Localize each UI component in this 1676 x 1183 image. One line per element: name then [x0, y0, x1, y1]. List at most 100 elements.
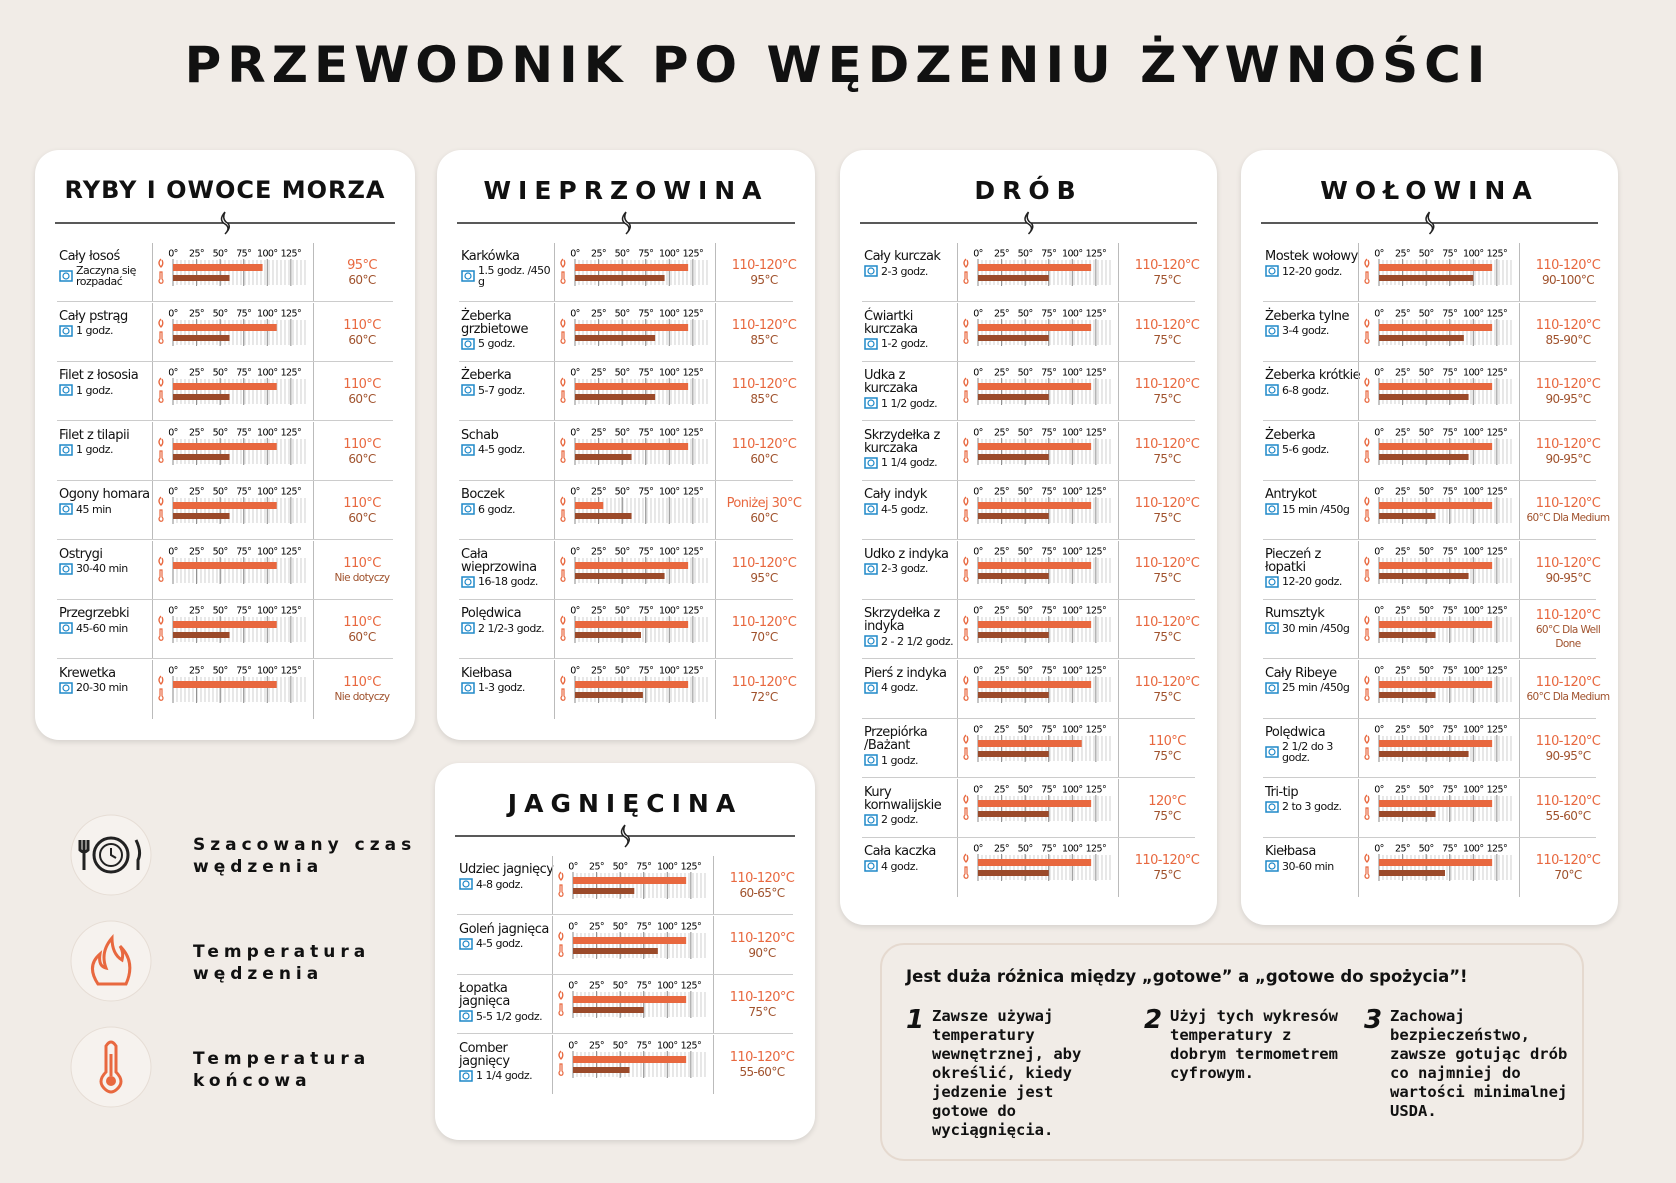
icon-frame — [1265, 681, 1279, 694]
separator — [1519, 481, 1520, 540]
smoke-bar — [978, 323, 1092, 331]
time-text: 2 to 3 godz. — [1282, 800, 1342, 813]
item-name: Filet z łososia — [59, 368, 139, 383]
separator — [554, 481, 555, 540]
icon-dial — [62, 624, 70, 632]
temps: 110-120°C 60-65°C — [717, 856, 807, 915]
row: Polędwica 2 1/2 do 3 godz. 0° 25° 50° 75° 100°… — [1241, 719, 1618, 778]
temps: 110-120°C 95°C — [719, 541, 809, 600]
scale-tick-label: 25° — [189, 606, 204, 617]
flame-icon — [1364, 377, 1370, 387]
scale-tick-label: 25° — [1395, 487, 1410, 498]
scale-tick-label: 25° — [591, 427, 606, 438]
scale-tick-label: 75° — [1442, 665, 1457, 676]
time: 30-40 min — [59, 562, 155, 575]
scale-tick-label: 50° — [1419, 606, 1434, 617]
temps: 110-120°C 75°C — [1122, 303, 1212, 362]
item: Ogony homara 45 min — [59, 488, 155, 515]
temps: 110-120°C 90-95°C — [1523, 719, 1613, 778]
scale-tick-label: 25° — [589, 981, 604, 992]
smoke-bar — [978, 859, 1092, 866]
time: 5 godz. — [461, 337, 557, 350]
scale-tick-label: 0° — [568, 862, 578, 873]
item-name: Cały łosoś — [59, 249, 120, 264]
tip-number: 3 — [1364, 1005, 1383, 1035]
smoke-bar — [1379, 680, 1493, 688]
scale-tick-label: 25° — [1395, 606, 1410, 617]
core-bar — [575, 453, 632, 460]
separator — [862, 598, 1195, 600]
separator — [1118, 600, 1119, 659]
thermo-icon — [558, 943, 564, 957]
scale-tick-label: 75° — [1041, 725, 1056, 736]
scale-tick-label: 0° — [973, 308, 983, 319]
scale: 0° 25° 50° 75° 100° 125° — [158, 606, 306, 643]
time-icon — [59, 503, 73, 515]
smoke-bar — [1379, 502, 1493, 509]
separator — [152, 481, 153, 540]
scale-tick-label: 125° — [681, 1040, 701, 1051]
scale-tick-label: 50° — [1419, 665, 1434, 676]
scale-tick-label: 0° — [1374, 546, 1384, 557]
scale-tick-label: 75° — [636, 862, 651, 873]
scale-tick-label: 50° — [213, 308, 228, 319]
temps: 110-120°C 75°C — [1122, 838, 1212, 897]
separator — [1358, 302, 1359, 362]
time: 2 1/2-3 godz. — [461, 622, 557, 634]
scale: 0° 25° 50° 75° 100° 125° — [558, 862, 706, 899]
scale-tick-label: 25° — [189, 546, 204, 557]
scale-tick-label: 125° — [683, 487, 703, 498]
core-temp: 75°C — [1153, 451, 1181, 466]
scale-tick-label: 75° — [1041, 249, 1056, 260]
scale: 0° 25° 50° 75° 100° 125° — [560, 606, 708, 643]
scale-tick-label: 50° — [1018, 249, 1033, 260]
scale-tick-label: 25° — [189, 308, 204, 319]
time-icon — [461, 337, 475, 350]
flame-icon — [963, 258, 969, 268]
scale: 0° 25° 50° 75° 100° 125° — [560, 665, 708, 703]
tip-text: Użyj tych wykresów temperatury z dobrym … — [1170, 1007, 1338, 1082]
scale-tick-label: 125° — [281, 546, 301, 557]
time-text: 1 godz. — [76, 383, 113, 397]
scale: 0° 25° 50° 75° 100° 125° — [1364, 784, 1512, 822]
icon-dial — [464, 505, 472, 513]
core-temp: 90-95°C — [1545, 749, 1591, 763]
scale: 0° 25° 50° 75° 100° 125° — [963, 487, 1111, 524]
scale-tick-label: 50° — [615, 606, 630, 617]
separator — [459, 301, 793, 302]
separator — [1358, 540, 1359, 600]
time-icon — [864, 265, 878, 277]
flame-icon — [1364, 853, 1370, 863]
icon-frame — [1265, 384, 1279, 396]
smoke-bar — [173, 502, 277, 509]
panel: WIEPRZOWINA Karkówka 1.5 godz. /450 g 0° 25°… — [437, 150, 815, 740]
flame-icon — [1364, 258, 1370, 268]
scale: 0° 25° 50° 75° 100° 125° — [558, 1040, 706, 1078]
flame-icon — [560, 437, 566, 447]
core-bar — [978, 394, 1049, 400]
scale: 0° 25° 50° 75° 100° 125° — [158, 427, 306, 465]
ornament — [1261, 211, 1598, 235]
smoke-bar — [173, 680, 277, 688]
separator — [957, 302, 958, 362]
scale: 0° 25° 50° 75° 100° 125° — [963, 368, 1111, 405]
scale: 0° 25° 50° 75° 100° 125° — [963, 606, 1111, 643]
scale-tick-label: 125° — [1487, 844, 1507, 855]
thermo-icon — [1364, 687, 1370, 701]
ornament — [860, 211, 1197, 235]
panel: WOŁOWINA Mostek wołowy 12-20 godz. 0° 25° 50°… — [1241, 150, 1618, 925]
core-bar — [573, 1066, 630, 1073]
separator — [957, 243, 958, 302]
scale: 0° 25° 50° 75° 100° 125° — [1364, 249, 1512, 286]
scale-tick-label: 100° — [1463, 844, 1483, 855]
item-name: Ostrygi — [59, 546, 103, 562]
thermo-icon — [963, 687, 969, 701]
icon-dial — [1268, 505, 1276, 513]
separator — [1358, 481, 1359, 540]
separator — [457, 973, 793, 975]
row: Kiełbasa 30-60 min 0° 25° 50° 75° 100° 125° 110-… — [1241, 838, 1618, 897]
row: Cały indyk 4-5 godz. 0° 25° 50° 75° 100° 125° 11… — [840, 481, 1217, 540]
core-temp: 60°C — [348, 511, 376, 525]
ornament-flame — [1425, 211, 1435, 235]
